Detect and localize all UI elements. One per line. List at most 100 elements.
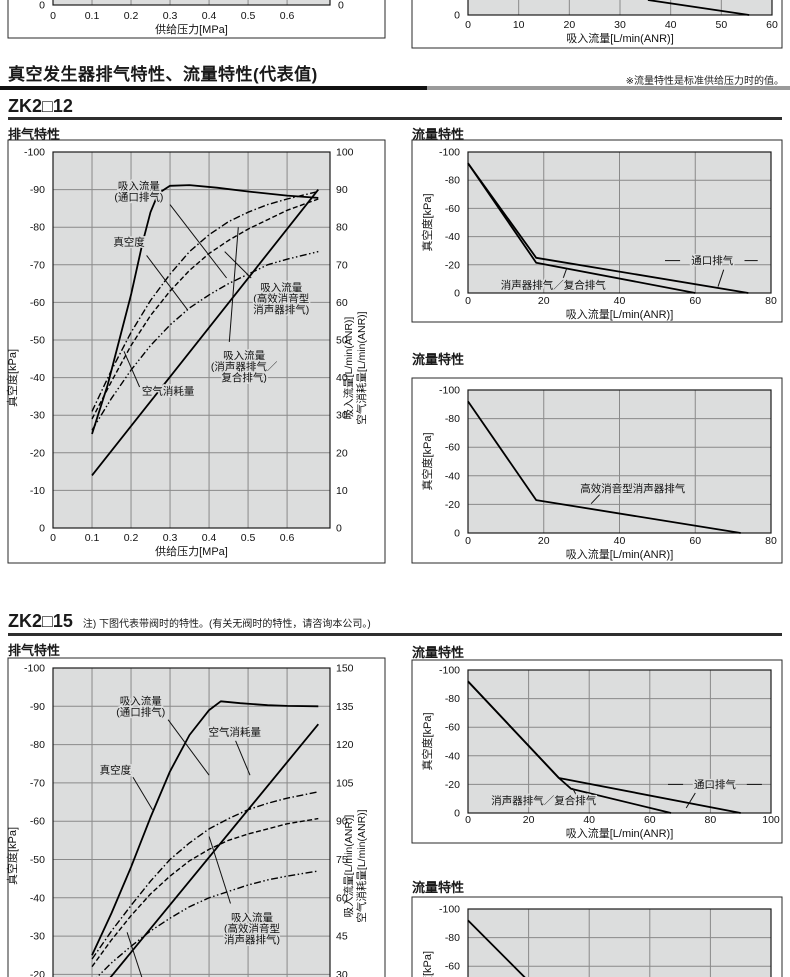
curve [91,189,320,476]
y-tick-label: -60 [445,961,460,973]
y-tick-label: -40 [445,470,460,482]
model-title-zk212: ZK2□12 [8,96,73,117]
heading-zk215-flow-1: 流量特性 [412,645,465,660]
curve [109,723,319,977]
curve-label: 消声器排气／复合排气 [501,279,606,292]
chart-frame [7,0,386,39]
y-tick-label: -90 [30,184,45,196]
y2-tick-label: 20 [336,447,348,459]
y-tick-label: 0 [454,528,460,540]
x-tick-label: 0.2 [124,532,139,544]
header-rule-dark [0,86,427,90]
x-tick-label: 0.6 [280,532,295,544]
y-tick-label: -70 [30,777,45,789]
y-tick-label: -40 [30,372,45,384]
x-axis-label: 吸入流量[L/min(ANR)] [566,547,674,561]
y2-tick-label: 105 [336,777,354,789]
leader-line [123,351,141,388]
x-tick-label: 60 [644,814,656,826]
curve-label: 复合排气) [221,371,267,384]
y-tick-label: -20 [445,779,460,791]
curve-label: 空气消耗量 [142,385,195,398]
y2-tick-label: 10 [336,485,348,497]
chart-frame [411,896,783,977]
heading-zk212-flow-1: 流量特性 [412,127,465,142]
plot-border [52,151,331,529]
x-tick-label: 0.1 [85,532,100,544]
x-tick-label: 40 [665,19,677,31]
leader-line [167,719,210,776]
x-tick-label: 0.4 [202,532,217,544]
model-title-zk215: ZK2□15 注) 下图代表带阀时的特性。(有关无阀时的特性，请咨询本公司。) [8,611,371,632]
y-tick-label: -100 [439,665,460,677]
plot-area [53,0,330,5]
curve [467,162,696,294]
y-tick-label: -100 [24,147,45,159]
x-axis-label: 供给压力[MPa] [155,544,228,558]
curve [91,791,319,960]
y2-tick-label: 50 [336,335,348,347]
x-tick-label: 0.3 [163,10,178,22]
y2-tick-label: 30 [336,410,348,422]
leader-line [590,493,601,505]
plot-border [467,389,772,534]
curve [647,0,750,16]
curve [91,184,319,435]
chart-frame [7,139,386,564]
y-tick-label: -40 [445,750,460,762]
plot-border [467,908,772,977]
y2-tick-label: 30 [336,969,348,977]
x-axis-label: 吸入流量[L/min(ANR)] [566,307,674,321]
heading-zk215-exhaust: 排气特性 [8,643,61,658]
chart-zk212-flow-2: 高效消音型消声器排气 0 20 40 60 80 -100 -80 -60 -40 -20 0 吸入流量… [411,377,783,564]
curve-label: 吸入流量 [120,694,162,707]
y-tick-label: -80 [30,222,45,234]
x-tick-label: 40 [583,814,595,826]
model-rule-zk212 [8,117,782,120]
y2-tick-label: 75 [336,854,348,866]
plot-area [53,668,330,977]
y-tick-label: -80 [445,175,460,187]
curve-label: 高效消音型消声器排气 [580,482,685,495]
y2-tick-label: 0 [336,523,342,535]
x-tick-label: 100 [762,814,780,826]
y-tick-label: -60 [445,442,460,454]
plot-border [467,669,772,814]
curve-label: (高效消音型 [224,922,280,935]
y-tick-label: -80 [30,739,45,751]
curve-label: 吸入流量 [223,349,265,362]
curve-label: 消声器排气) [253,303,309,316]
chart-top-right-fragment: 0 10 20 30 40 50 60 0 吸入流量[L/min(ANR)] [411,0,783,49]
heading-zk215-flow-2: 流量特性 [412,880,465,895]
curve-label: 通口排气 [694,778,736,791]
page-title: 真空发生器排气特性、流量特性(代表值) [8,65,318,84]
y-tick-label: -50 [30,335,45,347]
chart-frame [411,139,783,323]
leader-line [572,787,580,800]
x-tick-label: 60 [766,19,778,31]
y-tick-label: -20 [445,499,460,511]
y2-tick-label: 60 [336,892,348,904]
x-tick-label: 0 [50,10,56,22]
curve [91,250,319,431]
y-axis-label: 真空度[kPa] [5,349,19,407]
x-tick-label: 0.4 [202,10,217,22]
y2-tick-label: 150 [336,663,354,675]
x-tick-label: 20 [538,535,550,547]
curve-label: 吸入流量 [260,281,302,294]
curve [91,700,319,956]
y-tick-label: -80 [445,693,460,705]
curve-label: 空气消耗量 [209,725,262,738]
x-axis-label: 吸入流量[L/min(ANR)] [566,826,674,840]
x-tick-label: 80 [765,535,777,547]
plot-border [467,151,772,294]
y-tick-label: -70 [30,259,45,271]
y2-tick-label: 80 [336,222,348,234]
header-rule-light [427,86,790,90]
x-tick-label: 40 [614,535,626,547]
y-tick-label: 0 [39,523,45,535]
leader-line [228,227,239,342]
leader-line [146,255,188,311]
